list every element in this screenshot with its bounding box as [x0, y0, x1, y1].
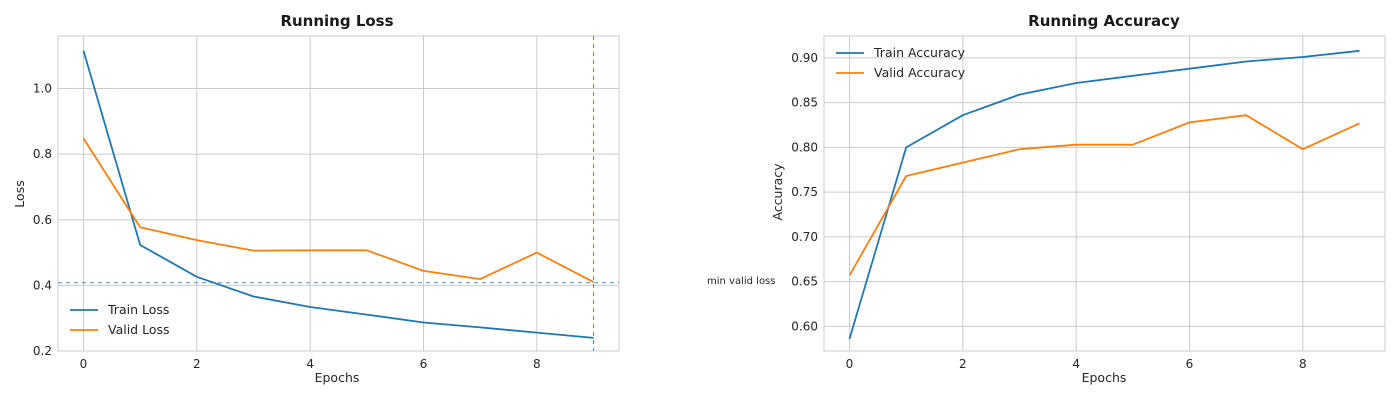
y-tick-label: 0.4 [33, 278, 52, 292]
x-axis-label: Epochs [1082, 370, 1127, 385]
series-line-valid-accuracy [848, 114, 1360, 276]
legend: Train Loss Valid Loss [70, 302, 170, 337]
x-tick-label: 6 [1186, 357, 1194, 371]
y-tick-label: 0.80 [791, 140, 818, 154]
chart-title: Running Accuracy [1028, 12, 1180, 30]
series-line-train-loss [82, 50, 594, 339]
y-tick-label: 0.85 [791, 96, 818, 110]
x-axis-label: Epochs [315, 370, 360, 385]
y-tick-label: 0.90 [791, 51, 818, 65]
legend-label: Train Accuracy [873, 45, 966, 60]
x-tick-label: 0 [80, 357, 88, 371]
y-tick-label: 0.75 [791, 185, 818, 199]
x-tick-label: 2 [959, 357, 967, 371]
x-tick-label: 8 [533, 357, 541, 371]
y-tick-label: 0.2 [33, 344, 52, 358]
legend-label: Valid Accuracy [874, 65, 966, 80]
x-tick-label: 4 [1072, 357, 1080, 371]
legend-label: Train Loss [107, 302, 169, 317]
chart-title: Running Loss [280, 12, 393, 30]
x-tick-label: 4 [306, 357, 314, 371]
series-line-valid-loss [82, 137, 594, 283]
legend-label: Valid Loss [108, 322, 170, 337]
accuracy-chart: 0 2 4 6 8 0.60 0.65 0.70 0.75 0.80 0.85 0.90 Runnin… [770, 12, 1386, 385]
y-tick-label: 0.6 [33, 213, 52, 227]
y-tick-label: 0.60 [791, 319, 818, 333]
x-tick-label: 2 [193, 357, 201, 371]
y-tick-label: 1.0 [33, 82, 52, 96]
y-tick-label: 0.70 [791, 230, 818, 244]
x-tick-label: 8 [1299, 357, 1307, 371]
legend: Train Accuracy Valid Accuracy [836, 45, 966, 80]
min-valid-loss-annotation: min valid loss [707, 276, 775, 287]
y-axis-label: Loss [12, 180, 27, 207]
plot-area: 0 2 4 6 8 0.2 0.4 0.6 0.8 1.0 [33, 35, 620, 371]
loss-chart: 0 2 4 6 8 0.2 0.4 0.6 0.8 1.0 Running Loss Epochs… [12, 12, 775, 385]
axes-frame [823, 35, 1386, 352]
axes-frame [57, 35, 620, 352]
y-axis-label: Accuracy [770, 163, 785, 221]
x-tick-label: 0 [846, 357, 854, 371]
y-tick-label: 0.65 [791, 275, 818, 289]
plot-area: 0 2 4 6 8 0.60 0.65 0.70 0.75 0.80 0.85 0.90 [791, 35, 1386, 371]
series-line-train-accuracy [848, 49, 1360, 340]
y-tick-label: 0.8 [33, 147, 52, 161]
x-tick-label: 6 [420, 357, 428, 371]
